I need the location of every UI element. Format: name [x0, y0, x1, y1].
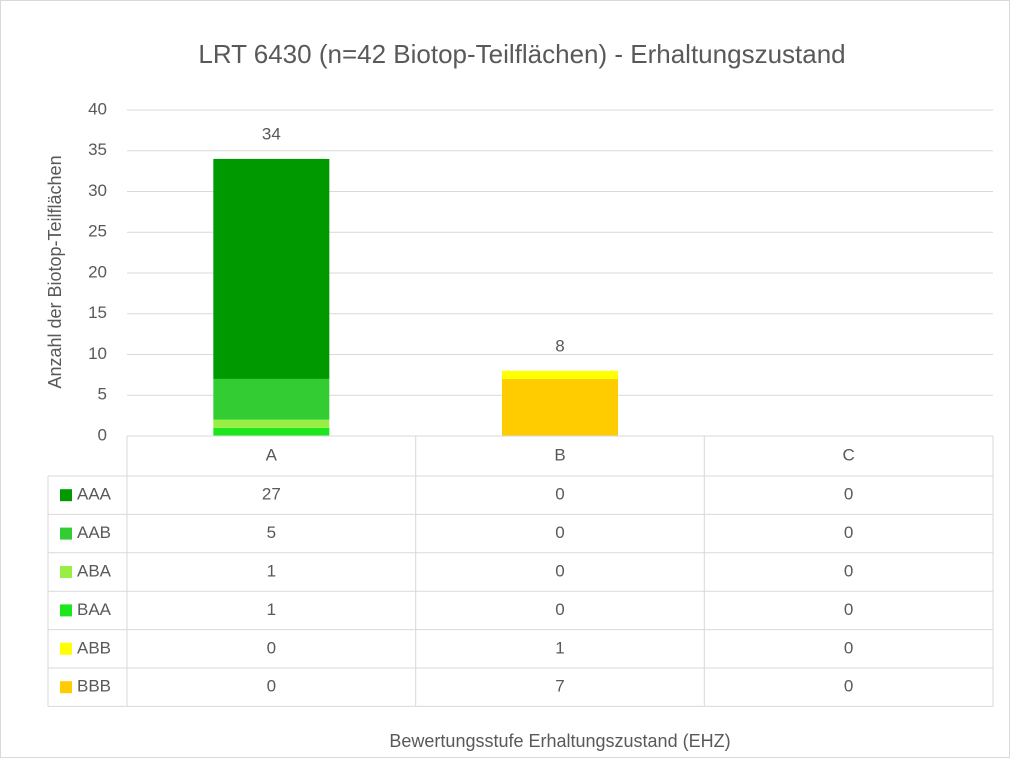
table-value: 5: [267, 523, 276, 542]
legend-key: [60, 527, 72, 540]
bar-segment: [213, 427, 330, 436]
table-value: 0: [555, 561, 564, 580]
y-tick-label: 10: [88, 344, 107, 363]
y-tick-label: 5: [98, 385, 107, 404]
bar-segment: [213, 419, 330, 428]
total-label: 34: [262, 124, 281, 143]
legend-key: [60, 681, 72, 694]
y-tick-label: 25: [88, 222, 107, 241]
table-value: 0: [267, 677, 276, 696]
legend-label: AAB: [77, 523, 111, 542]
table-value: 27: [262, 485, 281, 504]
y-tick-label: 35: [88, 140, 107, 159]
legend-key: [60, 489, 72, 502]
legend-label: BBB: [77, 677, 111, 696]
table-value: 7: [555, 677, 564, 696]
table-value: 0: [844, 561, 853, 580]
x-tick-label: A: [266, 445, 278, 464]
y-tick-label: 20: [88, 262, 107, 281]
y-tick-label: 0: [98, 425, 107, 444]
legend-label: ABB: [77, 638, 111, 657]
x-tick-label: C: [843, 445, 855, 464]
y-tick-label: 15: [88, 303, 107, 322]
table-value: 0: [555, 600, 564, 619]
table-value: 0: [844, 600, 853, 619]
bar-segment: [502, 378, 618, 436]
table-value: 0: [267, 638, 276, 657]
y-tick-label: 30: [88, 181, 107, 200]
y-tick-label: 40: [88, 99, 107, 118]
chart-title: LRT 6430 (n=42 Biotop-Teilflächen) - Erh…: [198, 39, 845, 69]
legend-key: [60, 604, 72, 617]
legend-label: AAA: [77, 485, 112, 504]
x-axis-title: Bewertungsstufe Erhaltungszustand (EHZ): [389, 731, 730, 751]
total-label: 8: [555, 336, 564, 355]
legend-key: [60, 642, 72, 655]
legend-label: BAA: [77, 600, 112, 619]
y-axis-title: Anzahl der Biotop-Teilflächen: [45, 155, 65, 388]
legend-label: ABA: [77, 561, 112, 580]
table-value: 0: [555, 523, 564, 542]
table-value: 0: [844, 485, 853, 504]
legend-key: [60, 566, 72, 578]
table-value: 1: [267, 561, 276, 580]
table-value: 1: [555, 638, 564, 657]
table-value: 0: [844, 638, 853, 657]
bar-segment: [213, 158, 330, 379]
bar-segment: [213, 378, 330, 420]
table-value: 0: [555, 485, 564, 504]
table-value: 1: [267, 600, 276, 619]
table-value: 0: [844, 677, 853, 696]
table-value: 0: [844, 523, 853, 542]
x-tick-label: B: [554, 445, 565, 464]
bar-segment: [502, 370, 618, 379]
